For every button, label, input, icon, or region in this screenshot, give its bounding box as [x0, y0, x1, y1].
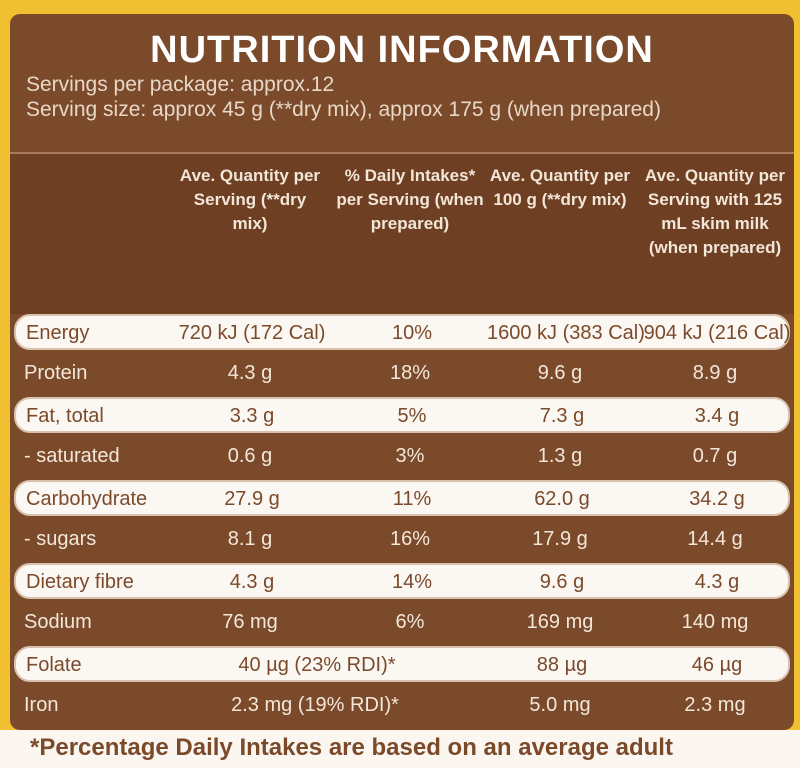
row-label: Carbohydrate — [26, 488, 148, 510]
row-label: Folate — [26, 654, 82, 676]
table-cell: 76 mg — [222, 610, 278, 633]
row-label: Energy — [26, 322, 90, 344]
table-cell: 9.6 g — [539, 571, 585, 593]
table-cell: 40 µg (23% RDI)* — [238, 654, 396, 676]
table-cell: 16% — [389, 527, 431, 550]
table-row: Energy 720 kJ (172 Cal) 10% 1600 kJ (383 Ca… — [14, 314, 790, 350]
table-cell: 5% — [397, 405, 427, 427]
table-cell: 7.3 g — [539, 405, 585, 427]
row-label: Dietary fibre — [26, 571, 134, 593]
table-cell: 8.1 g — [227, 527, 273, 550]
row-label: Iron — [24, 693, 59, 716]
table-row: Protein 4.3 g 18% 9.6 g 8.9 g — [14, 356, 790, 392]
row-label: Protein — [24, 361, 88, 384]
table-cell: 14% — [391, 571, 433, 593]
table-cell: 10% — [391, 322, 433, 344]
table-row: Dietary fibre 4.3 g 14% 9.6 g 4.3 g — [14, 563, 790, 599]
row-label: - saturated — [24, 444, 120, 467]
table-cell: 17.9 g — [532, 527, 588, 550]
table-cell: 88 µg — [536, 654, 588, 676]
table-cell: 27.9 g — [224, 488, 280, 510]
table-cell: 8.9 g — [692, 361, 738, 384]
serving-size: Serving size: approx 45 g (**dry mix), a… — [26, 98, 661, 121]
table-cell: 11% — [392, 488, 432, 510]
table-row: Folate 40 µg (23% RDI)* 88 µg 46 µg — [14, 646, 790, 682]
table-cell: 140 mg — [681, 610, 749, 633]
table-cell: 62.0 g — [534, 488, 590, 510]
table-cell: 720 kJ (172 Cal) — [178, 322, 326, 344]
table-row: Sodium 76 mg 6% 169 mg 140 mg — [14, 605, 790, 641]
footnote: *Percentage Daily Intakes are based on a… — [0, 730, 800, 768]
table-cell: 18% — [389, 361, 431, 384]
table-cell: 2.3 mg — [684, 693, 746, 716]
table-cell: 9.6 g — [537, 361, 583, 384]
table-cell: 3.3 g — [229, 405, 275, 427]
column-header: Ave. Quantity per Serving with 125 mL sk… — [644, 166, 786, 257]
table-cell: 1.3 g — [537, 444, 583, 467]
table-row: Carbohydrate 27.9 g 11% 62.0 g 34.2 g — [14, 480, 790, 516]
table-cell: 2.3 mg (19% RDI)* — [231, 693, 399, 716]
row-label: - sugars — [24, 527, 97, 550]
table-cell: 0.6 g — [227, 444, 273, 467]
servings: Servings per package: approx.12 — [26, 73, 335, 96]
table-header: Ave. Quantity per Serving (**dry mix)% D… — [10, 152, 794, 314]
table-cell: 5.0 mg — [529, 693, 591, 716]
table-cell: 3% — [395, 444, 425, 467]
table-cell: 4.3 g — [694, 571, 740, 593]
row-label: Fat, total — [26, 405, 104, 427]
row-label: Sodium — [24, 610, 92, 633]
table-cell: 34.2 g — [689, 488, 745, 510]
table-row: Fat, total 3.3 g 5% 7.3 g 3.4 g — [14, 397, 790, 433]
table-cell: 3.4 g — [694, 405, 740, 427]
table-cell: 0.7 g — [692, 444, 738, 467]
table-row: Iron 2.3 mg (19% RDI)* 5.0 mg 2.3 mg — [14, 688, 790, 724]
table-cell: 904 kJ (216 Cal) — [643, 322, 791, 344]
table-cell: 46 µg — [691, 654, 743, 676]
column-header: Ave. Quantity per Serving (**dry mix) — [179, 166, 321, 233]
table-cell: 6% — [395, 610, 425, 633]
table-cell: 169 mg — [526, 610, 594, 633]
column-header: Ave. Quantity per 100 g (**dry mix) — [489, 166, 631, 209]
table-cell: 4.3 g — [229, 571, 275, 593]
column-header: % Daily Intakes* per Serving (when prepa… — [336, 166, 484, 233]
table-cell: 4.3 g — [227, 361, 273, 384]
table-row: - sugars 8.1 g 16% 17.9 g 14.4 g — [14, 522, 790, 558]
nutrition-panel: NUTRITION INFORMATION Servings per packa… — [10, 14, 794, 730]
table-row: - saturated 0.6 g 3% 1.3 g 0.7 g — [14, 439, 790, 475]
title: NUTRITION INFORMATION — [150, 29, 654, 71]
table-cell: 1600 kJ (383 Cal) — [487, 322, 645, 344]
table-cell: 14.4 g — [687, 527, 743, 550]
